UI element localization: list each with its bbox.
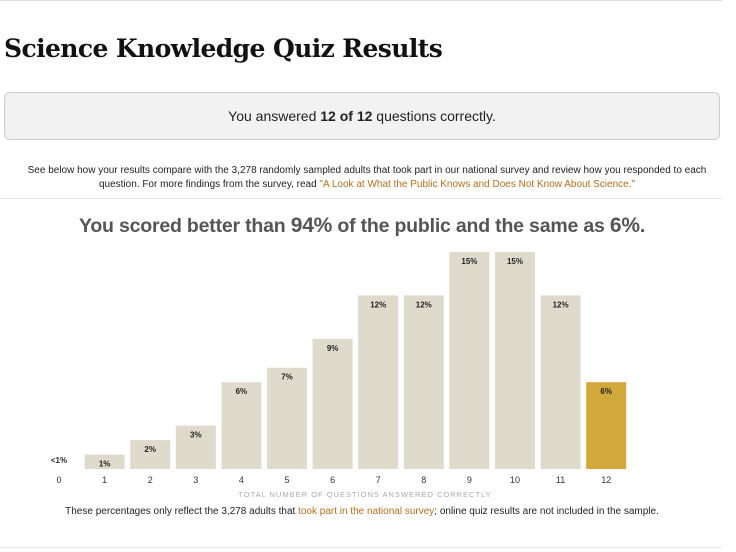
x-tick-0: 0 [56, 475, 61, 485]
data-label-6: 9% [327, 344, 339, 353]
x-tick-12: 12 [601, 475, 611, 485]
report-link[interactable]: "A Look at What the Public Knows and Doe… [319, 179, 636, 190]
x-tick-8: 8 [421, 475, 426, 485]
x-tick-2: 2 [148, 475, 153, 485]
bar-4 [221, 382, 262, 469]
bar-2 [130, 440, 171, 469]
survey-link[interactable]: took part in the national survey [298, 506, 435, 517]
percent-same: 6% [609, 214, 640, 237]
x-tick-9: 9 [467, 475, 472, 485]
x-tick-5: 5 [284, 475, 289, 485]
score-distribution-chart: <1%01%12%23%36%47%59%612%712%815%915%101… [51, 252, 627, 499]
x-tick-3: 3 [193, 475, 198, 485]
intro-text: See below how your results compare with … [27, 165, 707, 190]
x-tick-11: 11 [556, 475, 565, 485]
bar-5 [267, 367, 307, 469]
percent-better: 94% [290, 214, 333, 237]
footnote: These percentages only reflect the 3,278… [0, 506, 724, 517]
data-label-8: 12% [416, 300, 432, 309]
x-tick-10: 10 [510, 475, 520, 485]
data-label-1: 1% [99, 460, 111, 469]
footnote-prefix: These percentages only reflect the 3,278… [65, 506, 299, 517]
data-label-10: 15% [507, 257, 523, 266]
top-divider [0, 0, 722, 1]
bar-8 [403, 295, 444, 469]
data-label-3: 3% [190, 431, 202, 440]
score-summary-box: You answered 12 of 12 questions correctl… [4, 92, 720, 140]
section-divider [0, 198, 722, 199]
bar-7 [358, 295, 399, 469]
score-prefix: You answered [228, 108, 321, 124]
x-tick-4: 4 [239, 475, 244, 485]
bottom-divider [0, 547, 722, 548]
score-value: 12 of 12 [320, 108, 373, 124]
bar-12 [586, 382, 627, 469]
bar-9 [449, 252, 490, 469]
headline-part-2: of the public and the same as [332, 215, 610, 237]
bar-10 [495, 252, 535, 469]
page-title: Science Knowledge Quiz Results [4, 34, 443, 63]
data-label-2: 2% [144, 445, 156, 454]
data-label-5: 7% [281, 373, 293, 382]
x-tick-6: 6 [330, 475, 335, 485]
bar-3 [175, 425, 216, 469]
headline-part-3: . [639, 215, 646, 237]
intro-paragraph: See below how your results compare with … [10, 164, 724, 192]
bar-6 [312, 338, 353, 469]
chart-headline: You scored better than 94% of the public… [0, 214, 724, 238]
data-label-9: 15% [461, 257, 477, 266]
x-tick-1: 1 [102, 475, 107, 485]
bar-11 [540, 295, 581, 469]
data-label-12: 6% [600, 387, 612, 396]
data-label-4: 6% [236, 387, 248, 396]
bar-1 [84, 454, 125, 469]
data-label-7: 12% [370, 300, 386, 309]
score-suffix: questions correctly. [372, 108, 496, 124]
footnote-suffix: ; online quiz results are not included i… [434, 506, 659, 517]
headline-part-1: You scored better than [78, 215, 291, 237]
x-axis-label: TOTAL NUMBER OF QUESTIONS ANSWERED CORRE… [238, 490, 491, 499]
x-tick-7: 7 [376, 475, 381, 485]
data-label-11: 12% [553, 300, 569, 309]
data-label-0: <1% [51, 456, 67, 465]
